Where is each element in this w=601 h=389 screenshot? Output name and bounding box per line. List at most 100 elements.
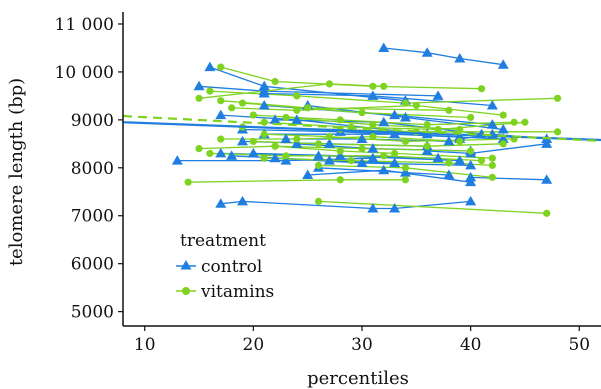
- y-tick-label: 9000: [71, 111, 114, 131]
- control-point: [367, 90, 379, 100]
- vitamins-point: [293, 92, 301, 100]
- ticks: 10 20 30 40 50 5000 6000 7000 8000 9000 10 000 11 0…: [55, 15, 591, 355]
- control-point: [237, 135, 248, 146]
- vitamins-point: [467, 147, 475, 155]
- control-point: [399, 167, 411, 177]
- vitamins-point: [358, 145, 366, 153]
- control-point: [421, 47, 433, 57]
- control-point: [497, 133, 509, 144]
- vitamins-point: [184, 178, 192, 186]
- vitamins-trend-line: [123, 114, 601, 143]
- control-point: [497, 123, 509, 134]
- control-point: [291, 114, 303, 124]
- legend-vitamins-marker: [182, 287, 190, 295]
- vitamins-individual-line: [209, 90, 558, 104]
- vitamins-point: [195, 94, 203, 102]
- control-point: [389, 203, 401, 213]
- control-point: [258, 80, 270, 91]
- vitamins-point: [401, 137, 410, 146]
- control-point: [367, 152, 379, 163]
- vitamins-point: [206, 149, 214, 158]
- vitamins-point: [260, 130, 268, 138]
- vitamins-point: [347, 157, 355, 165]
- x-tick-label: 10: [134, 335, 156, 355]
- control-point: [247, 147, 259, 158]
- control-point: [313, 150, 325, 160]
- y-tick-label: 11 000: [55, 15, 114, 35]
- control-point: [323, 155, 335, 165]
- vitamins-point: [553, 94, 562, 102]
- control-point: [443, 135, 455, 146]
- y-tick-label: 10 000: [55, 63, 114, 83]
- control-point: [215, 198, 227, 208]
- vitamins-individual-line: [188, 179, 406, 183]
- vitamins-individual-line: [318, 200, 547, 214]
- vitamins-point: [358, 109, 366, 117]
- vitamins-point: [445, 106, 453, 114]
- vitamins-point: [434, 125, 442, 134]
- vitamins-point: [445, 159, 453, 167]
- legend-title: treatment: [180, 231, 266, 251]
- vitamins-point: [249, 137, 257, 146]
- control-point: [258, 87, 270, 98]
- legend: treatment control vitamins: [176, 231, 274, 302]
- legend-entry-control: control: [176, 257, 262, 277]
- vitamins-point: [543, 209, 551, 217]
- control-point: [280, 133, 292, 144]
- vitamins-point: [206, 87, 214, 95]
- control-point: [302, 169, 314, 179]
- control-point: [378, 116, 390, 127]
- vitamins-point: [369, 82, 377, 90]
- vitamins-point: [488, 161, 496, 170]
- x-tick-label: 30: [351, 335, 373, 355]
- vitamins-point: [314, 197, 323, 205]
- control-point: [226, 150, 238, 160]
- vitamins-point: [293, 106, 301, 114]
- control-point: [541, 138, 553, 148]
- control-point: [258, 99, 270, 110]
- legend-entry-vitamins: vitamins: [176, 282, 274, 302]
- control-point: [280, 155, 292, 165]
- control-point: [367, 203, 379, 213]
- control-point: [486, 119, 498, 129]
- vitamins-point: [423, 121, 431, 129]
- control-point: [269, 152, 281, 163]
- vitamins-point: [282, 152, 290, 160]
- vitamins-point: [314, 161, 323, 170]
- vitamins-point: [314, 140, 323, 148]
- control-point: [432, 90, 444, 100]
- control-point: [465, 171, 477, 182]
- axes: [122, 12, 601, 327]
- vitamins-point: [271, 77, 279, 86]
- control-point: [323, 138, 335, 148]
- vitamins-point: [499, 140, 507, 148]
- x-tick-label: 20: [243, 335, 265, 355]
- control-point: [541, 174, 553, 184]
- vitamins-point: [456, 125, 464, 134]
- control-point: [465, 195, 477, 206]
- vitamins-individual-line: [220, 135, 460, 143]
- vitamins-point: [553, 128, 562, 136]
- y-tick-label: 5000: [71, 303, 114, 323]
- vitamins-point: [477, 85, 486, 93]
- legend-vitamins-label: vitamins: [200, 282, 274, 302]
- vitamins-point: [238, 99, 247, 107]
- control-point: [389, 109, 401, 120]
- control-individual-line: [470, 176, 547, 181]
- control-point: [454, 53, 466, 63]
- control-point: [367, 143, 379, 153]
- vitamins-point: [488, 173, 496, 181]
- data-layer: [123, 42, 601, 217]
- control-point: [291, 138, 303, 148]
- vitamins-point: [260, 154, 268, 162]
- control-point: [356, 157, 368, 168]
- control-point: [465, 159, 477, 170]
- vitamins-point: [282, 113, 290, 122]
- vitamins-point: [456, 137, 464, 146]
- control-point: [497, 59, 509, 69]
- vitamins-point: [467, 113, 475, 122]
- control-point: [356, 133, 368, 144]
- vitamins-point: [304, 104, 312, 112]
- control-point: [171, 155, 183, 165]
